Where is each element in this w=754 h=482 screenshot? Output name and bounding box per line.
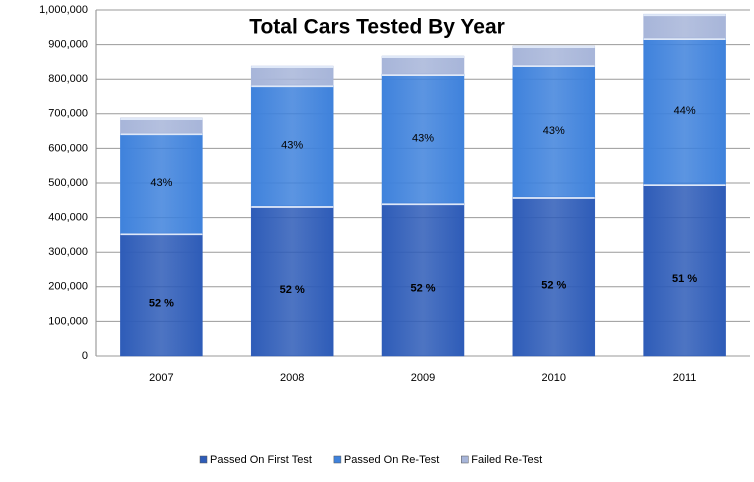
- legend-swatch: [199, 455, 208, 464]
- bar-segment: [643, 13, 726, 39]
- y-tick-label: 800,000: [48, 73, 88, 85]
- y-tick-label: 600,000: [48, 142, 88, 154]
- data-label: 43%: [543, 125, 565, 137]
- bar-segment: [643, 183, 726, 357]
- x-tick-label: 2011: [673, 372, 697, 384]
- x-tick-label: 2010: [542, 372, 566, 384]
- y-tick-label: 0: [82, 350, 88, 362]
- legend-swatch: [461, 455, 469, 464]
- bar-segment: [381, 73, 465, 204]
- data-label: 52 %: [280, 284, 305, 296]
- bar-segment: [120, 232, 203, 357]
- bar-segment: [512, 45, 596, 66]
- bar-segment: [120, 132, 203, 234]
- data-label: 52 %: [541, 279, 566, 291]
- x-tick-label: 2007: [149, 372, 173, 384]
- legend-label: Passed On Re-Test: [344, 454, 439, 466]
- y-tick-label: 900,000: [48, 39, 88, 51]
- y-tick-label: 100,000: [48, 315, 88, 327]
- y-tick-label: 500,000: [48, 177, 88, 189]
- data-label: 43%: [412, 132, 434, 144]
- y-tick-label: 400,000: [48, 212, 88, 224]
- legend-label: Failed Re-Test: [471, 454, 542, 466]
- bar-segment: [643, 37, 726, 185]
- x-tick-label: 2008: [280, 372, 304, 384]
- bar-segment: [120, 117, 203, 134]
- bar-segment: [512, 64, 596, 198]
- chart-title: Total Cars Tested By Year: [249, 16, 505, 39]
- legend-label: Passed On First Test: [210, 454, 312, 466]
- legend-swatch: [333, 455, 342, 464]
- plot: [96, 9, 750, 357]
- y-tick-label: 300,000: [48, 246, 88, 258]
- y-tick-label: 1,000,000: [39, 4, 88, 16]
- bar-segment: [381, 202, 465, 357]
- data-label: 43%: [150, 177, 172, 189]
- y-tick-label: 200,000: [48, 281, 88, 293]
- bar-segment: [381, 55, 465, 75]
- bar-segment: [250, 65, 334, 86]
- y-tick-label: 700,000: [48, 108, 88, 120]
- x-tick-label: 2009: [411, 372, 435, 384]
- data-label: 52 %: [410, 282, 435, 294]
- data-label: 52 %: [149, 297, 174, 309]
- bar-segment: [250, 205, 334, 357]
- data-label: 44%: [674, 105, 696, 117]
- data-label: 51 %: [672, 273, 697, 285]
- data-label: 43%: [281, 139, 303, 151]
- bar-segment: [512, 196, 596, 357]
- bar-segment: [250, 84, 334, 207]
